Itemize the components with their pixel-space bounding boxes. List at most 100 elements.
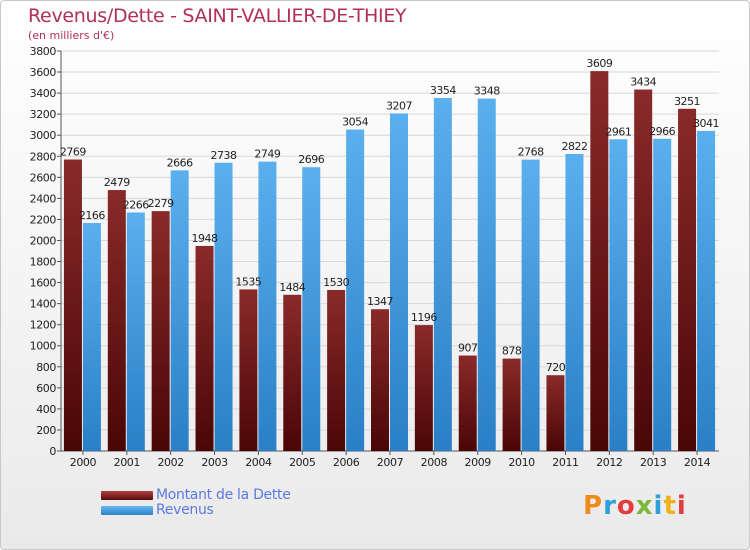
- data-label-dette: 3251: [674, 95, 700, 108]
- y-tick-label: 1600: [30, 277, 57, 290]
- y-tick-label: 2000: [30, 234, 57, 247]
- bar-dette: [458, 355, 477, 451]
- legend-swatch-dette: [101, 490, 153, 500]
- data-label-dette: 2479: [104, 176, 130, 189]
- bar-revenus: [302, 167, 321, 452]
- bar-revenus: [214, 162, 233, 451]
- y-tick-label: 2400: [30, 192, 57, 205]
- x-tick-label: 2007: [377, 456, 404, 469]
- bar-dette: [546, 375, 565, 451]
- bar-revenus: [82, 223, 101, 451]
- bar-revenus: [346, 129, 365, 452]
- bar-dette: [678, 108, 697, 451]
- data-label-revenus: 3207: [386, 99, 412, 112]
- bar-dette: [195, 245, 214, 451]
- data-label-revenus: 3348: [474, 85, 500, 98]
- bar-revenus: [609, 139, 628, 451]
- bar-revenus: [170, 170, 189, 452]
- data-label-revenus: 2696: [298, 153, 324, 166]
- legend-label-dette: Montant de la Dette: [156, 487, 291, 503]
- legend-item-revenus: Revenus: [101, 502, 214, 518]
- brand-letter: P: [583, 491, 604, 521]
- bar-revenus: [653, 138, 672, 451]
- bar-dette: [239, 289, 258, 451]
- brand-letter: t: [663, 491, 677, 521]
- bar-revenus: [258, 161, 277, 451]
- data-label-revenus: 2768: [518, 146, 544, 159]
- y-tick-label: 1800: [30, 256, 57, 269]
- x-tick-label: 2011: [552, 456, 578, 469]
- y-tick-label: 2200: [30, 213, 57, 226]
- x-tick-label: 2014: [684, 456, 711, 469]
- brand-letter: o: [616, 491, 636, 521]
- x-tick-label: 2012: [596, 456, 622, 469]
- data-label-revenus: 2961: [605, 125, 631, 138]
- data-label-dette: 1948: [192, 232, 218, 245]
- y-tick-label: 3000: [30, 129, 57, 142]
- data-label-revenus: 2166: [79, 209, 105, 222]
- y-tick-label: 3800: [30, 45, 57, 58]
- y-tick-label: 400: [36, 403, 56, 416]
- bar-revenus: [390, 113, 408, 451]
- data-label-dette: 1530: [323, 276, 349, 289]
- bar-dette: [414, 325, 433, 451]
- x-tick-label: 2009: [465, 456, 492, 469]
- data-label-dette: 878: [502, 345, 522, 358]
- x-tick-label: 2004: [245, 456, 272, 469]
- data-label-revenus: 3354: [430, 84, 456, 97]
- bar-dette: [590, 71, 609, 452]
- y-tick-label: 0: [49, 445, 56, 458]
- bar-dette: [327, 289, 346, 451]
- brand-letter: i: [653, 491, 664, 521]
- x-tick-label: 2000: [70, 456, 97, 469]
- data-label-dette: 1196: [411, 311, 437, 324]
- data-label-revenus: 3054: [342, 116, 368, 129]
- x-tick-label: 2005: [289, 456, 316, 469]
- bar-dette: [371, 309, 389, 451]
- x-tick-label: 2002: [157, 456, 183, 469]
- y-tick-label: 3600: [30, 66, 57, 79]
- bar-dette: [283, 294, 302, 451]
- y-tick-label: 600: [36, 382, 56, 395]
- x-tick-label: 2006: [333, 456, 360, 469]
- x-tick-label: 2010: [508, 456, 535, 469]
- y-tick-label: 3200: [30, 108, 57, 121]
- x-tick-label: 2013: [640, 456, 667, 469]
- proxiti-logo: Proxiti: [583, 491, 687, 521]
- bar-revenus: [477, 98, 496, 451]
- data-label-revenus: 2749: [254, 148, 280, 161]
- bar-dette: [107, 190, 126, 452]
- y-tick-label: 200: [36, 424, 56, 437]
- bar-revenus: [565, 153, 584, 451]
- y-tick-label: 1400: [30, 298, 57, 311]
- y-tick-label: 1200: [30, 319, 57, 332]
- bar-dette: [151, 211, 170, 451]
- data-label-revenus: 2266: [123, 198, 149, 211]
- data-label-dette: 1347: [367, 295, 393, 308]
- legend-item-dette: Montant de la Dette: [101, 487, 291, 503]
- data-label-revenus: 2966: [649, 125, 675, 138]
- data-label-revenus: 3041: [693, 117, 719, 130]
- bar-dette: [634, 89, 653, 452]
- chart-title: Revenus/Dette - SAINT-VALLIER-DE-THIEY: [28, 5, 407, 27]
- data-label-dette: 907: [458, 342, 478, 355]
- brand-letter: r: [603, 491, 617, 521]
- brand-letter: i: [676, 491, 687, 521]
- bar-revenus: [521, 159, 540, 451]
- data-label-dette: 2769: [60, 146, 86, 159]
- bar-revenus: [126, 212, 145, 451]
- y-tick-label: 800: [36, 361, 56, 374]
- data-label-revenus: 2822: [561, 140, 587, 153]
- bar-revenus: [697, 130, 716, 452]
- y-tick-label: 1000: [30, 340, 57, 353]
- legend-label-revenus: Revenus: [156, 502, 214, 518]
- brand-letter: x: [635, 491, 654, 521]
- data-label-dette: 2279: [148, 197, 174, 210]
- y-tick-label: 2800: [30, 150, 57, 163]
- chart-subtitle: (en milliers d'€): [28, 29, 115, 42]
- bar-dette: [502, 358, 521, 451]
- bar-dette: [63, 159, 82, 452]
- data-label-dette: 1484: [279, 281, 305, 294]
- y-tick-label: 2600: [30, 171, 57, 184]
